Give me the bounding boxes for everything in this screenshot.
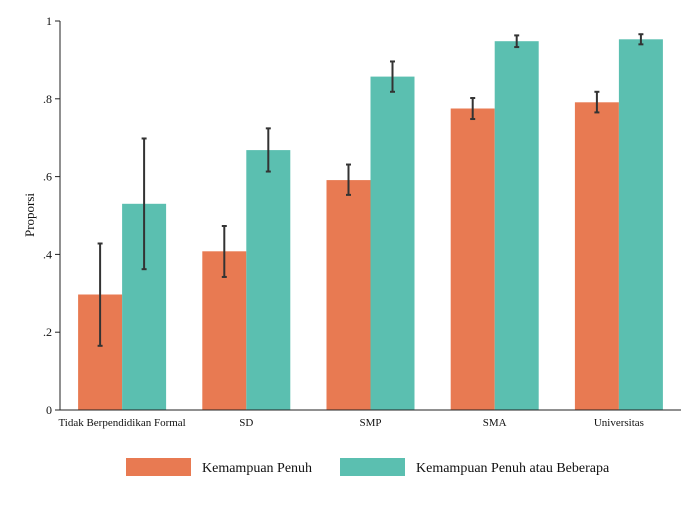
bar-series1-2 bbox=[370, 76, 415, 410]
legend-label-1: Kemampuan Penuh atau Beberapa bbox=[416, 461, 610, 476]
y-tick-label-5: 1 bbox=[46, 14, 52, 28]
plot-area bbox=[78, 33, 663, 411]
legend-label-0: Kemampuan Penuh bbox=[202, 461, 312, 476]
x-tick-label-2: SMP bbox=[359, 417, 381, 429]
bar-series1-3 bbox=[494, 41, 539, 410]
bar-series0-4 bbox=[574, 102, 619, 411]
y-tick-label-0: 0 bbox=[46, 403, 52, 417]
legend: Kemampuan Penuh Kemampuan Penuh atau Bebe… bbox=[126, 458, 610, 476]
y-tick-label-2: .4 bbox=[43, 247, 52, 261]
bar-series1-4 bbox=[618, 39, 663, 411]
x-tick-label-3: SMA bbox=[483, 417, 507, 429]
x-tick-label-1: SD bbox=[239, 417, 253, 429]
x-tick-label-4: Universitas bbox=[594, 417, 644, 429]
x-tick-label-0: Tidak Berpendidikan Formal bbox=[58, 417, 185, 429]
bar-series0-2 bbox=[326, 180, 371, 410]
y-tick-label-1: .2 bbox=[43, 325, 52, 339]
legend-swatch-0 bbox=[126, 458, 191, 476]
bar-series1-1 bbox=[246, 150, 291, 410]
bar-series0-3 bbox=[450, 108, 495, 410]
axes: Tidak Berpendidikan Formal SD SMP SMA Univer… bbox=[43, 14, 681, 429]
y-axis-title: Proporsi bbox=[22, 193, 37, 237]
y-tick-label-4: .8 bbox=[43, 92, 52, 106]
legend-swatch-1 bbox=[340, 458, 405, 476]
y-tick-label-3: .6 bbox=[43, 170, 52, 184]
